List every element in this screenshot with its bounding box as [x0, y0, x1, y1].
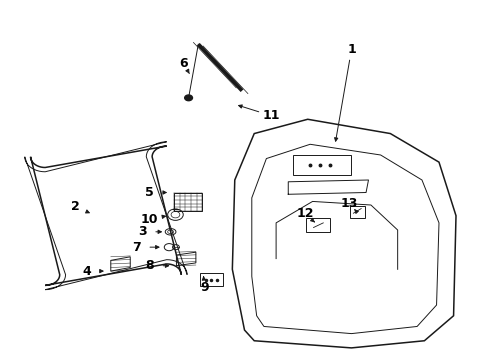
Text: 4: 4: [82, 265, 91, 278]
Text: 10: 10: [141, 213, 158, 226]
Text: 8: 8: [145, 259, 154, 272]
Text: 5: 5: [145, 186, 154, 199]
Bar: [349, 206, 364, 218]
Text: 7: 7: [132, 240, 141, 254]
Text: 2: 2: [71, 200, 80, 213]
Text: 9: 9: [200, 281, 208, 294]
Text: 6: 6: [179, 57, 188, 71]
Bar: [305, 218, 329, 232]
Circle shape: [184, 95, 192, 101]
Text: 3: 3: [138, 225, 146, 238]
Text: 13: 13: [340, 197, 357, 210]
Text: 12: 12: [296, 207, 313, 220]
Bar: [292, 155, 351, 175]
Text: 1: 1: [346, 43, 355, 56]
Bar: [174, 193, 202, 211]
Bar: [200, 273, 223, 287]
Text: 11: 11: [262, 109, 280, 122]
